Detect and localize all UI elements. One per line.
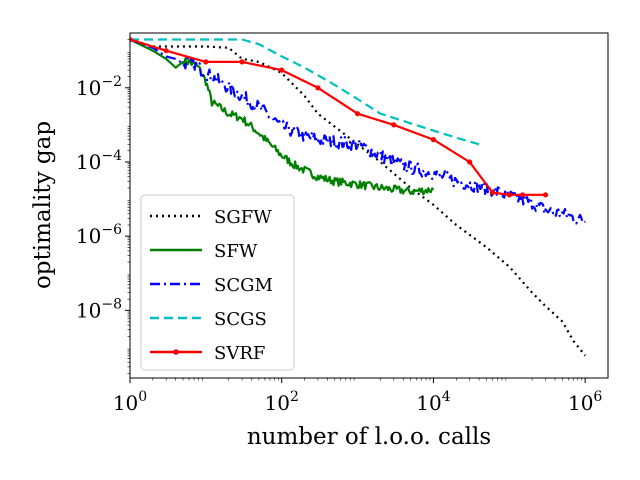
y-axis-ticks: 10−8 10−6 10−4 10−2 [76,39,130,374]
plot-frame [129,32,609,379]
legend: SGFW SFW SCGM SCGS SVRF [140,194,295,371]
series-point-svrf [542,192,549,198]
series-line-sfw [130,38,435,196]
series-line-svrf [130,38,546,196]
legend-label-sfw: SFW [214,241,258,262]
legend-label-scgs: SCGS [214,309,267,330]
series-line-scgm [130,38,587,225]
series-line-sgfw [130,38,587,357]
series-line-scgs [130,38,480,146]
y-tick-label: 10−8 [76,296,122,322]
series-point-svrf [391,122,397,128]
y-tick-label: 10−6 [76,222,122,248]
series-point-svrf [315,85,321,91]
legend-marker-svrf [173,349,179,355]
series-point-svrf [130,36,133,43]
series-point-svrf [430,137,437,143]
series-point-svrf [506,192,512,198]
series-point-svrf [354,111,361,117]
x-tick-label: 102 [265,389,299,415]
legend-label-svrf: SVRF [214,343,265,364]
series-point-svrf [467,159,473,165]
x-axis-ticks: 100 102 104 106 [113,378,602,415]
legend-label-scgm: SCGM [214,275,273,296]
legend-box [140,194,295,371]
series-point-svrf [239,59,245,65]
series-point-svrf [520,192,526,198]
y-tick-label: 10−2 [76,74,122,100]
x-axis-label: number of l.o.o. calls [247,424,491,450]
x-tick-label: 100 [113,389,147,415]
series-point-svrf [203,59,209,65]
legend-label-sgfw: SGFW [214,207,272,228]
series-point-svrf [489,189,496,196]
x-tick-label: 104 [416,389,450,415]
x-tick-label: 106 [568,389,602,415]
series-layer [130,36,587,357]
series-point-svrf [279,67,285,73]
y-axis-label: optimality gap [30,121,56,289]
y-tick-label: 10−4 [76,148,122,174]
series-point-svrf [163,48,169,54]
